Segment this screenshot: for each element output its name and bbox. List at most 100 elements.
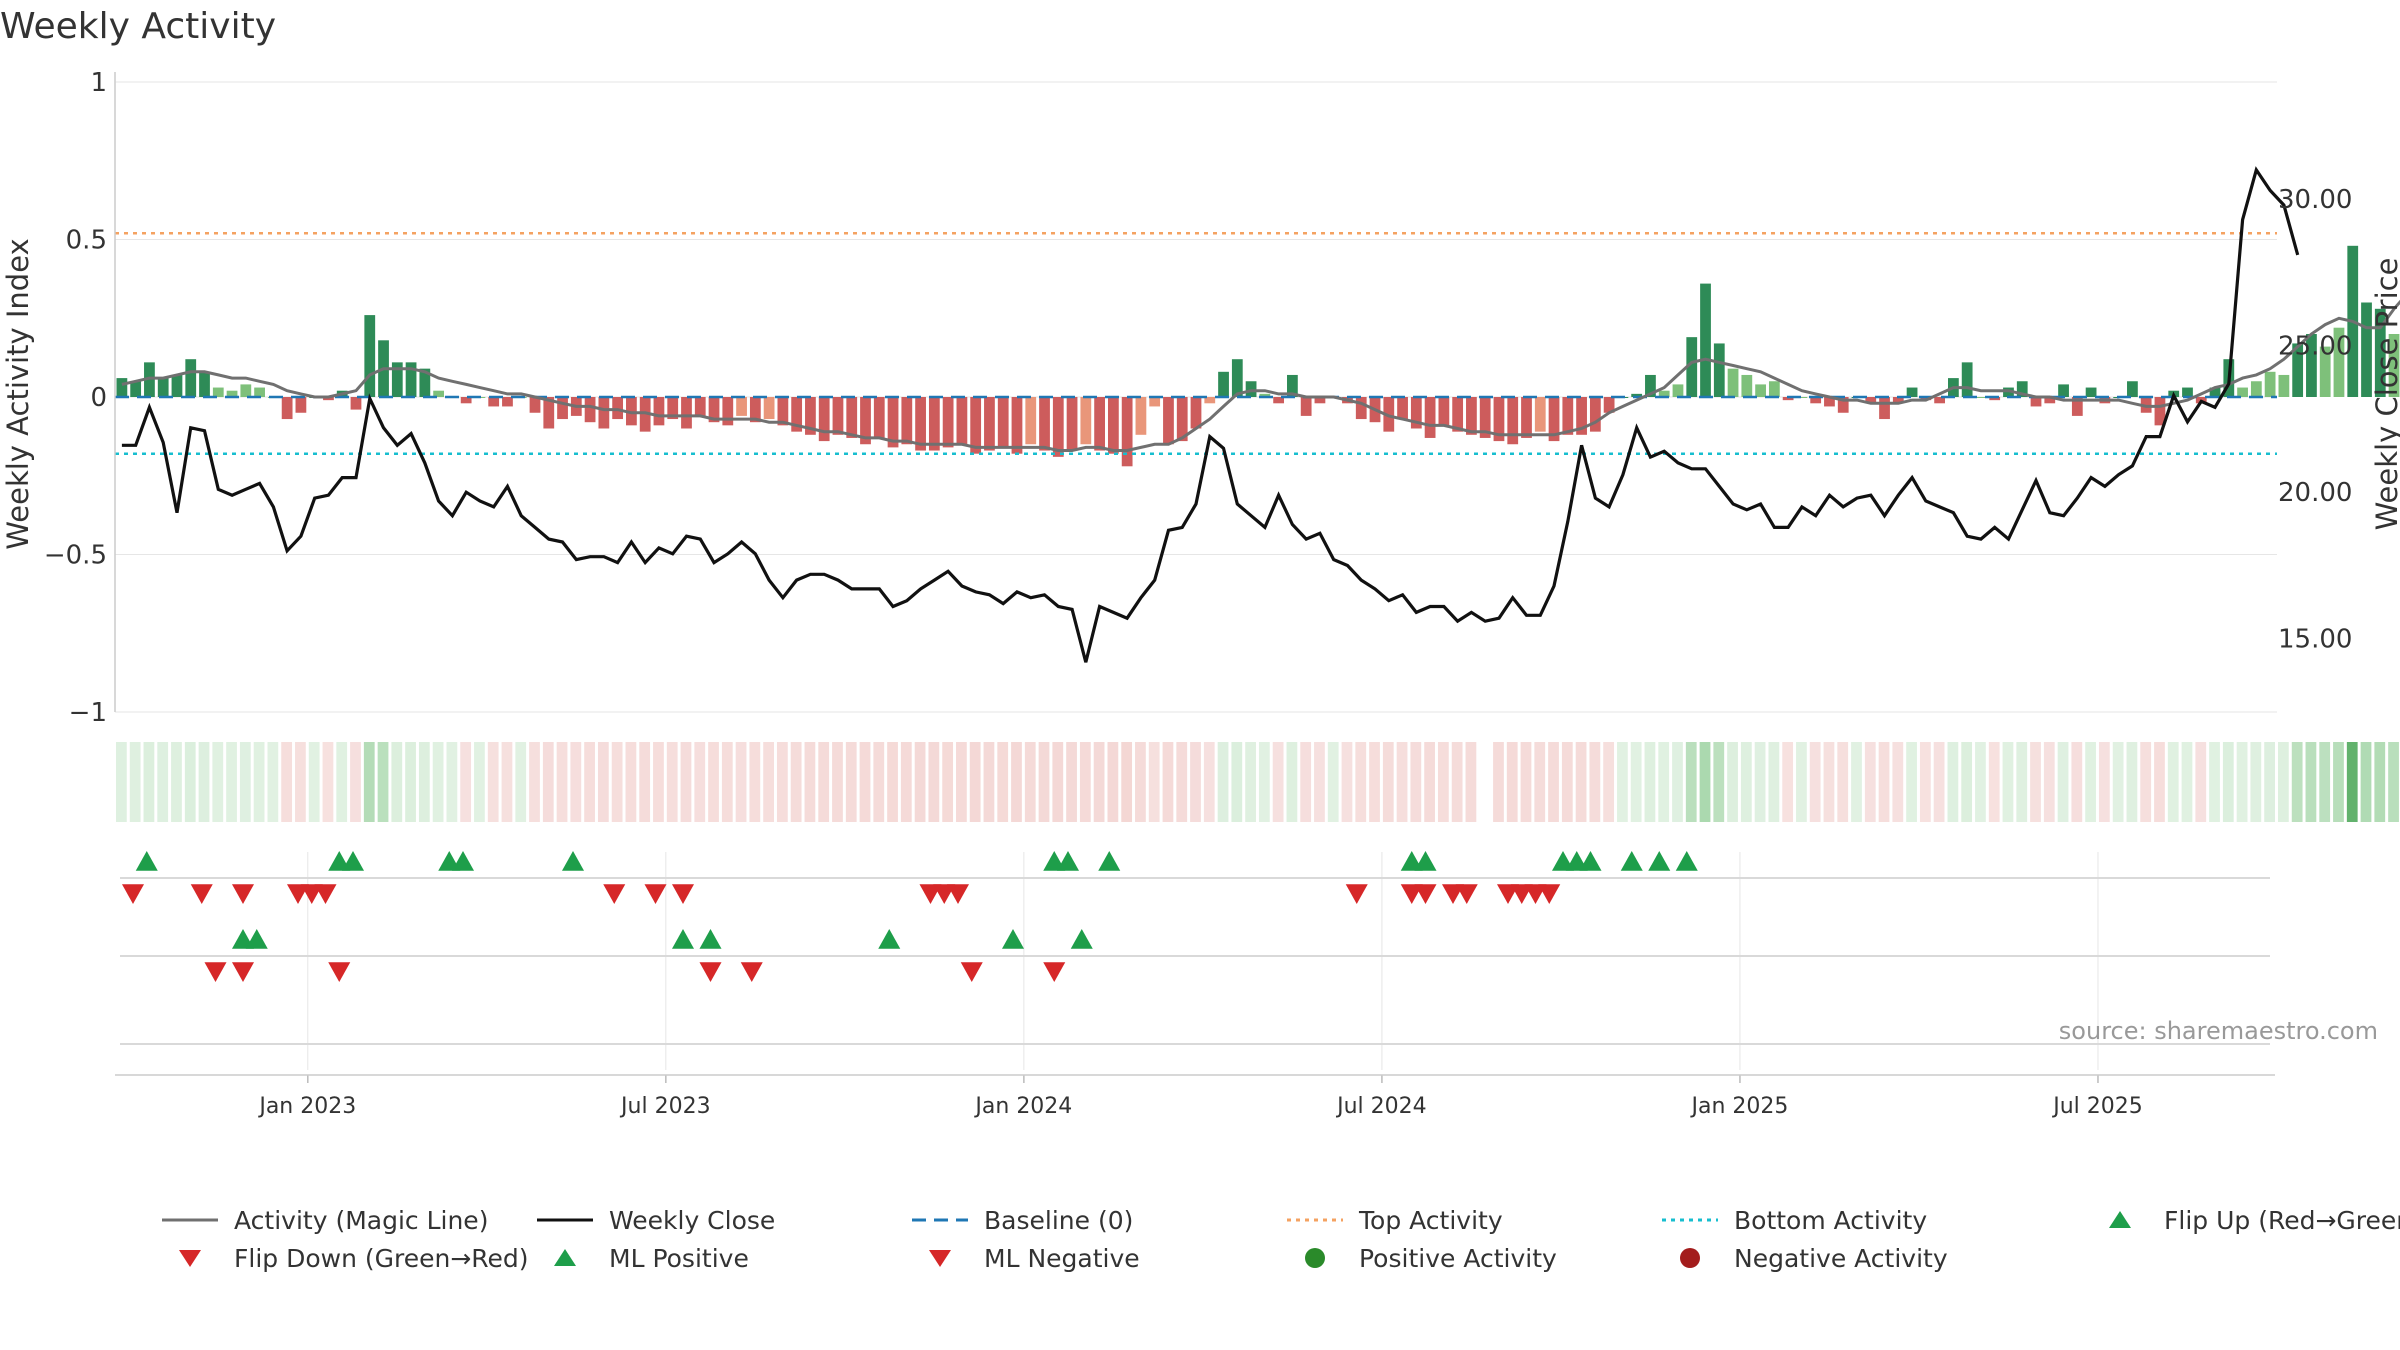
activity-bar [1603,397,1615,413]
activity-bar [543,397,555,429]
swatch-triangle-up [554,1249,576,1266]
strip-cell [887,742,898,822]
ml-negative-marker [1043,962,1066,982]
left-tick-label: −0.5 [44,541,107,571]
strip-cell [2388,742,2399,822]
chart-legend: Activity (Magic Line) Weekly Close Baselin… [160,1202,2400,1282]
activity-bar [1727,368,1739,397]
strip-cell [2112,742,2124,822]
strip-cell [308,742,320,822]
strip-cell [1107,742,1119,822]
strip-cell [2360,742,2372,822]
activity-bar [1810,397,1822,404]
activity-bar [2333,327,2345,397]
strip-cell [1754,742,1766,822]
flip-up-marker [1414,851,1437,871]
x-tick-label: Jan 2025 [1689,1094,1788,1119]
strip-cell [1272,742,1284,822]
activity-bar [1438,397,1450,426]
legend-item: Baseline (0) [910,1202,1133,1238]
activity-bar [1424,397,1436,438]
activity-bar [749,397,761,423]
activity-bar [970,397,982,454]
circle-swatch-icon [1305,1248,1325,1268]
strip-cell [804,742,816,822]
strip-cell [956,742,967,822]
activity-bar [130,381,142,397]
activity-bar [681,397,692,429]
dash-swatch-icon [912,1218,968,1222]
strip-cell [1658,742,1670,822]
strip-cell [749,742,761,822]
strip-cell [1382,742,1394,822]
strip-cell [597,742,609,822]
strip-cell [2374,742,2386,822]
activity-bar [1824,397,1835,407]
activity-bar [1975,397,1987,398]
activity-bar [887,397,899,448]
activity-bar [488,397,500,407]
activity-bar [736,397,747,416]
activity-bar [2250,381,2262,397]
activity-bar [1025,397,1037,445]
line-swatch-icon [162,1218,218,1222]
activity-bar [1080,397,1092,445]
strip-cell [2222,742,2234,822]
flip-up-marker [1675,851,1698,871]
activity-bar [254,387,265,397]
legend-item: Weekly Close [535,1202,775,1238]
strip-cell [1988,742,2000,822]
strip-cell [212,742,224,822]
activity-bar [2319,346,2331,397]
strip-cell [1864,742,1876,822]
strip-cell [1823,742,1835,822]
activity-bar [281,397,293,420]
activity-bar [1163,397,1174,445]
strip-cell [1851,742,1862,822]
activity-bar [626,397,637,426]
activity-bar [1631,393,1643,397]
weekly-close-line [121,166,2300,663]
legend-label: Flip Down (Green→Red) [234,1243,529,1273]
strip-cell [1066,742,1077,822]
strip-cell [226,742,237,822]
flip-down-marker [947,884,969,904]
activity-bar [1190,397,1202,429]
right-tick-label: 30.00 [2278,185,2352,215]
strip-cell [2126,742,2138,822]
strip-cell [1011,742,1022,822]
activity-bar [1355,397,1367,420]
strip-cell [2057,742,2069,822]
chart-axes: 1 0.5 0 −0.5 −1 30.00 25.00 20.00 15.00 Jan 2023 J… [44,68,2353,1119]
activity-bar [1410,397,1422,429]
flip-down-marker [300,884,323,904]
strip-cell [1424,742,1435,822]
x-tick-label: Jul 2023 [619,1094,711,1119]
grid-lines [115,81,2277,1070]
legend-label: Weekly Close [609,1205,776,1235]
activity-bar [708,397,720,423]
strip-cell [1919,742,1931,822]
strip-cell [873,742,885,822]
y-axis-label-right: Weekly Close Price [2370,258,2400,531]
activity-bar [240,384,252,397]
strip-cell [1520,742,1532,822]
activity-bar [1796,397,1808,398]
legend-item: Bottom Activity [1660,1202,1927,1238]
strip-cell [818,742,830,822]
flip-down-marker [232,884,254,904]
activity-bar [1507,397,1519,445]
flip-down-marker [190,884,213,904]
strip-cell [639,742,651,822]
strip-cell [1286,742,1298,822]
strip-cell [267,742,279,822]
strip-cell [446,742,458,822]
strip-cell [542,742,554,822]
legend-label: ML Positive [609,1243,749,1273]
activity-bar [805,397,816,435]
strip-cell [1038,742,1050,822]
activity-bar [1521,397,1532,438]
ml-positive-marker [245,929,268,949]
activity-bar [1989,397,2001,401]
strip-cell [694,742,706,822]
